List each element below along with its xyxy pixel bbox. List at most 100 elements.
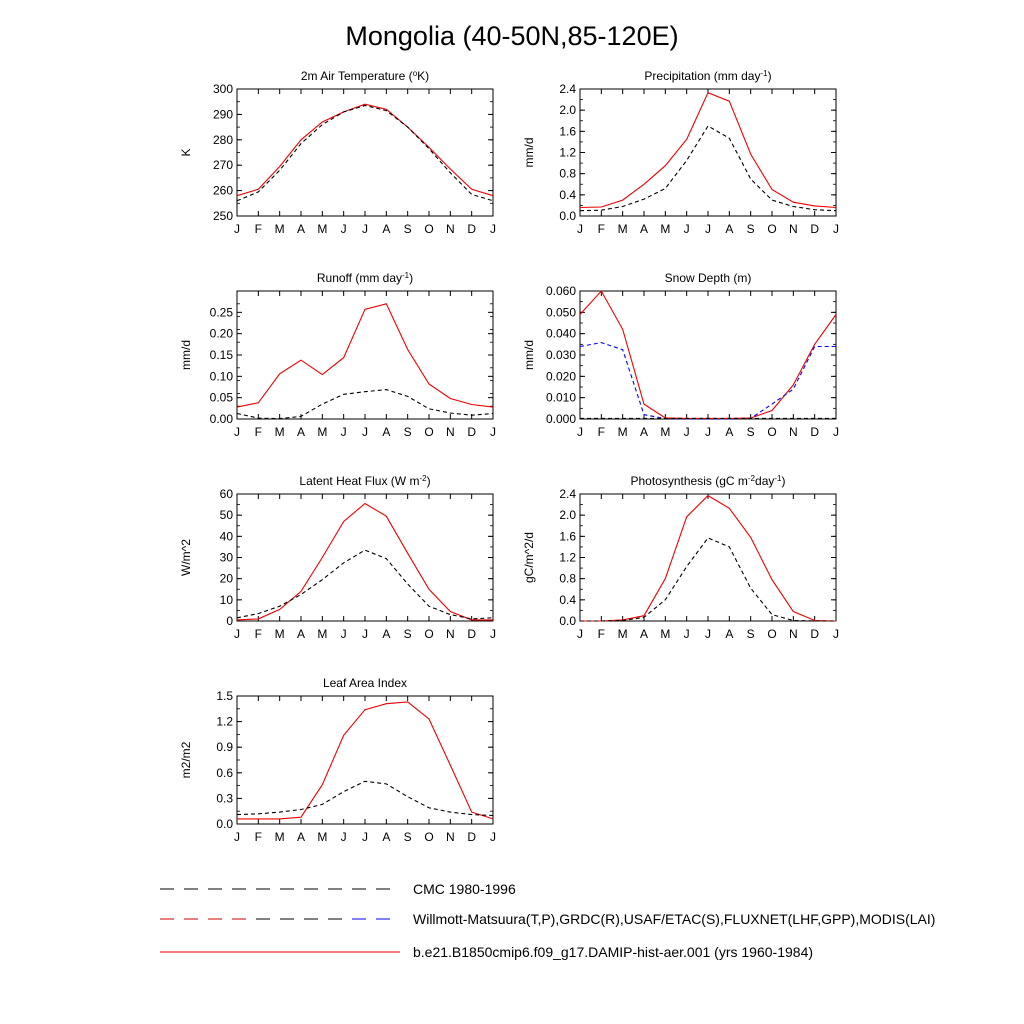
- x-tick-label: M: [317, 425, 327, 439]
- x-tick-label: J: [705, 222, 711, 236]
- panel-3: Runoff (mm day-1) mm/d 0.00 0.05 0.10 0.15 0.2…: [179, 271, 496, 440]
- x-tick-label: J: [362, 830, 368, 844]
- y-tick-label: 1.6: [559, 529, 576, 543]
- y-axis-label: W/m^2: [179, 539, 193, 576]
- x-tick-label: A: [725, 425, 733, 439]
- series-line-model: [237, 701, 494, 820]
- x-tick-label: J: [234, 222, 240, 236]
- series-line-model: [580, 494, 837, 622]
- plot-frame: [579, 88, 837, 217]
- y-tick-label: 0.010: [546, 391, 576, 405]
- legend-label: Willmott-Matsuura(T,P),GRDC(R),USAF/ETAC…: [413, 911, 935, 927]
- x-tick-label: J: [362, 222, 368, 236]
- x-tick-label: M: [275, 222, 285, 236]
- x-tick-label: A: [725, 627, 733, 641]
- y-tick-label: 1.2: [216, 715, 233, 729]
- legend-label: b.e21.B1850cmip6.f09_g17.DAMIP-hist-aer.…: [413, 944, 813, 960]
- series-line-model: [236, 502, 493, 621]
- x-tick-label: A: [297, 627, 305, 641]
- x-tick-label: J: [234, 830, 240, 844]
- x-tick-label: J: [684, 222, 690, 236]
- panel-4: Snow Depth (m) mm/d 0.000 0.010 0.020 0.030 0.…: [522, 271, 839, 439]
- x-tick-label: J: [705, 627, 711, 641]
- x-tick-label: A: [382, 425, 390, 439]
- x-tick-label: J: [490, 627, 496, 641]
- x-tick-label: O: [424, 830, 433, 844]
- y-tick-label: 0.4: [559, 188, 576, 202]
- y-tick-label: 0.8: [559, 167, 576, 181]
- y-tick-label: 40: [220, 529, 234, 543]
- y-tick-label: 0.00: [210, 412, 234, 426]
- x-tick-label: M: [275, 425, 285, 439]
- x-tick-label: J: [234, 627, 240, 641]
- y-tick-label: 0.3: [216, 791, 233, 805]
- y-tick-label: 2.0: [559, 103, 576, 117]
- x-tick-label: M: [275, 830, 285, 844]
- x-tick-label: F: [255, 425, 262, 439]
- x-tick-label: D: [467, 222, 476, 236]
- x-tick-label: A: [640, 627, 648, 641]
- series-line-obs: [236, 780, 494, 817]
- series-line-obs: [236, 104, 494, 202]
- plot-frame: [579, 493, 837, 622]
- series-line-model: [236, 103, 494, 197]
- y-tick-label: 0.060: [546, 284, 576, 298]
- legend-entry-2: Willmott-Matsuura(T,P),GRDC(R),USAF/ETAC…: [160, 911, 935, 927]
- x-tick-label: A: [297, 830, 305, 844]
- x-tick-label: J: [833, 425, 839, 439]
- x-tick-label: S: [404, 627, 412, 641]
- x-tick-label: M: [660, 222, 670, 236]
- x-tick-label: D: [467, 627, 476, 641]
- y-tick-label: 0.25: [210, 305, 234, 319]
- x-tick-label: A: [382, 830, 390, 844]
- x-tick-label: D: [810, 627, 819, 641]
- legend: CMC 1980-1996 Willmott-Matsuura(T,P),GRDC…: [160, 881, 935, 960]
- x-tick-label: O: [424, 222, 433, 236]
- series-line-model: [236, 303, 494, 408]
- legend-entry-3: b.e21.B1850cmip6.f09_g17.DAMIP-hist-aer.…: [160, 944, 813, 960]
- x-tick-label: M: [317, 627, 327, 641]
- x-tick-label: A: [297, 222, 305, 236]
- y-tick-label: 0.05: [210, 391, 234, 405]
- panel-title: Precipitation (mm day-1): [644, 69, 771, 84]
- panel-7: Leaf Area Index m2/m2 0.0 0.3 0.6 0.9 1.2 1.5 J F…: [179, 676, 496, 844]
- x-tick-label: S: [747, 627, 755, 641]
- x-tick-label: M: [317, 830, 327, 844]
- x-tick-label: D: [810, 222, 819, 236]
- x-tick-label: N: [789, 627, 798, 641]
- plot-frame: [579, 290, 837, 420]
- x-tick-label: M: [317, 222, 327, 236]
- x-tick-label: F: [598, 425, 605, 439]
- y-tick-label: 2.4: [559, 82, 576, 96]
- x-tick-label: O: [424, 627, 433, 641]
- y-tick-label: 280: [213, 133, 233, 147]
- y-tick-label: 2.0: [559, 508, 576, 522]
- x-tick-label: O: [424, 425, 433, 439]
- panel-5: Latent Heat Flux (W m-2) W/m^2 0 10 20 30 40 50…: [179, 474, 496, 642]
- x-tick-label: N: [789, 222, 798, 236]
- x-tick-label: N: [446, 830, 455, 844]
- y-tick-label: 1.2: [559, 146, 576, 160]
- x-tick-label: O: [767, 425, 776, 439]
- figure-title: Mongolia (40-50N,85-120E): [345, 21, 678, 51]
- panel-2: Precipitation (mm day-1) mm/d 0.0 0.4 0.8 1.2…: [522, 69, 839, 237]
- legend-entry-1: CMC 1980-1996: [160, 881, 516, 897]
- x-tick-label: J: [341, 627, 347, 641]
- y-tick-label: 0.8: [559, 572, 576, 586]
- x-tick-label: F: [255, 627, 262, 641]
- y-tick-label: 0.040: [546, 327, 576, 341]
- x-tick-label: J: [577, 222, 583, 236]
- x-tick-label: J: [362, 425, 368, 439]
- y-tick-label: 0.9: [216, 740, 233, 754]
- y-tick-label: 30: [220, 551, 234, 565]
- x-tick-label: J: [490, 222, 496, 236]
- series-line-obs: [579, 125, 837, 212]
- series-line-cmc: [579, 342, 836, 420]
- x-tick-label: J: [577, 425, 583, 439]
- x-tick-label: D: [467, 425, 476, 439]
- x-tick-label: M: [618, 222, 628, 236]
- y-tick-label: 0.050: [546, 305, 576, 319]
- x-tick-label: S: [404, 222, 412, 236]
- x-tick-label: A: [640, 425, 648, 439]
